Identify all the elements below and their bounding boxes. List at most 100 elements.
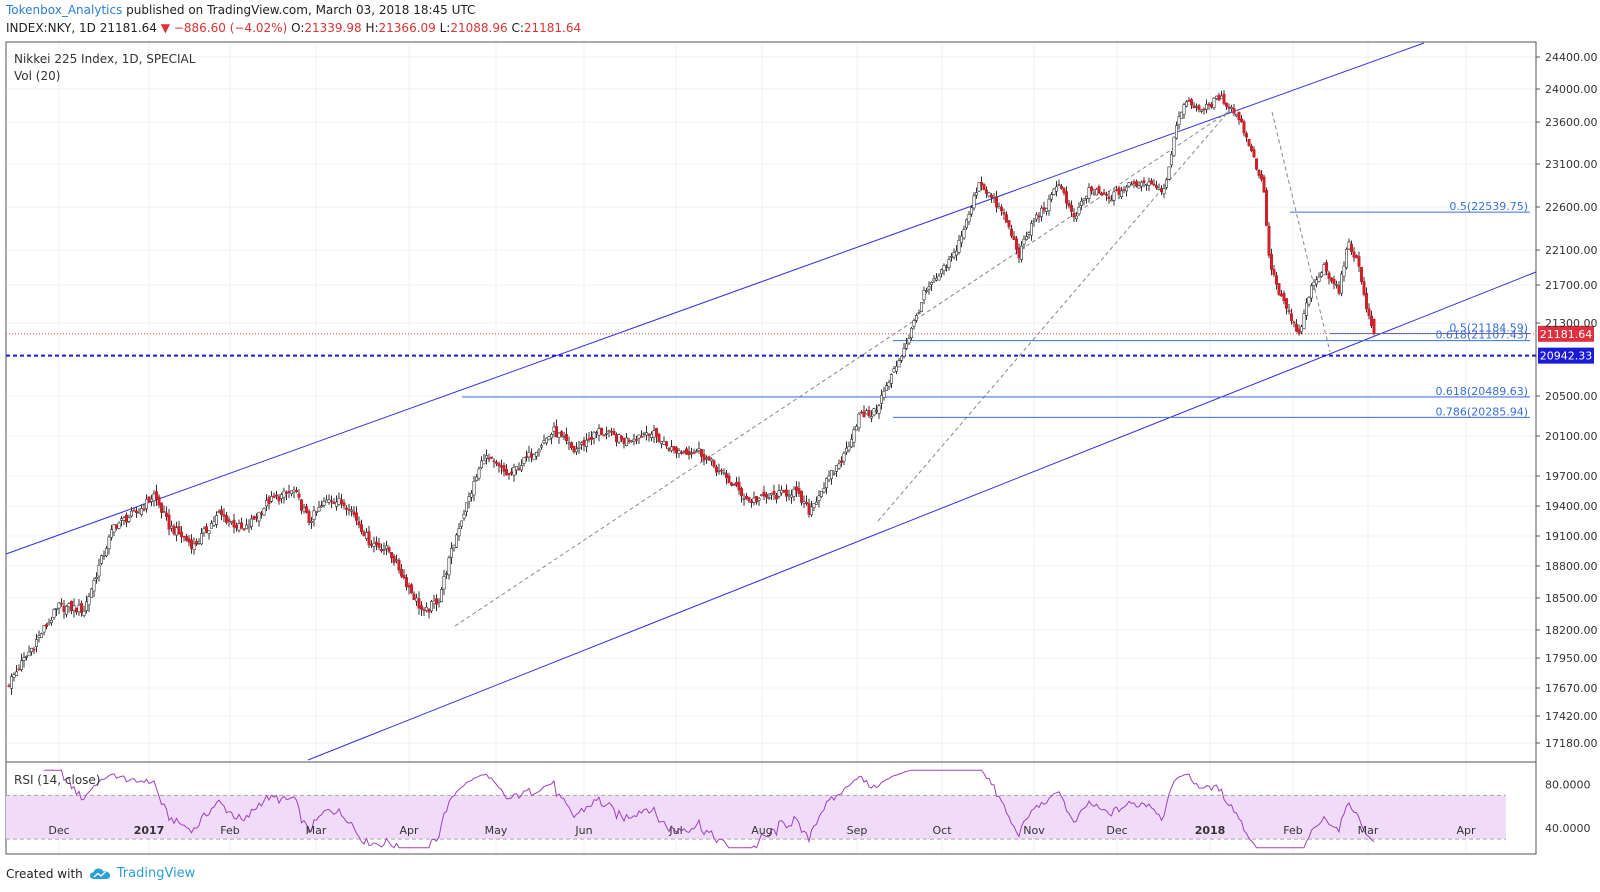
- candle-body: [834, 465, 838, 472]
- candle-body: [147, 496, 151, 503]
- candle-body: [7, 685, 11, 687]
- candle-body: [769, 493, 773, 496]
- candle-body: [1102, 192, 1106, 195]
- candle-body: [487, 457, 491, 460]
- candle-body: [939, 269, 943, 275]
- candle-body: [269, 496, 273, 502]
- price-tick-label: 17950.00: [1545, 652, 1598, 665]
- low-value: 21088.96: [450, 21, 508, 35]
- candle-body: [1352, 251, 1356, 258]
- price-tick-label: 24000.00: [1545, 83, 1598, 96]
- candle-body: [22, 657, 26, 661]
- candle-body: [1275, 275, 1279, 285]
- tradingview-link[interactable]: TradingView: [116, 866, 196, 881]
- candle-body: [1312, 281, 1316, 286]
- candle-body: [1187, 99, 1191, 102]
- candle-body: [789, 494, 793, 498]
- candle-body: [799, 490, 803, 503]
- candle-body: [1087, 187, 1091, 199]
- candle-body: [1350, 243, 1354, 253]
- candle-body: [1237, 111, 1241, 120]
- candle-body: [529, 453, 533, 458]
- author-link[interactable]: Tokenbox_Analytics: [6, 3, 123, 17]
- candle-body: [889, 374, 893, 384]
- candle-body: [272, 495, 276, 498]
- candle-body: [907, 338, 911, 344]
- candle-body: [849, 439, 853, 448]
- candle-body: [1060, 185, 1064, 189]
- candle-body: [367, 531, 371, 546]
- candle-body: [1255, 158, 1259, 170]
- candle-body: [692, 452, 696, 454]
- candle-body: [67, 603, 71, 608]
- candle-body: [1305, 302, 1309, 316]
- candle-body: [822, 488, 826, 493]
- candle-body: [90, 588, 94, 598]
- candle-body: [1232, 107, 1236, 114]
- candle-body: [847, 445, 851, 451]
- candle-body: [387, 547, 391, 552]
- candle-body: [1197, 105, 1201, 111]
- candle-body: [1272, 269, 1276, 275]
- tradingview-cloud-icon: [89, 868, 110, 879]
- candle-body: [1145, 183, 1149, 186]
- candle-body: [594, 432, 598, 434]
- support-badge-label: 20942.33: [1540, 350, 1593, 363]
- candle-body: [1182, 104, 1186, 115]
- candle-body: [962, 229, 966, 239]
- candle-body: [514, 466, 518, 471]
- candle-body: [140, 508, 144, 515]
- candle-body: [639, 436, 643, 438]
- candle-body: [240, 522, 244, 529]
- rsi-tick-label: 40.0000: [1545, 822, 1591, 835]
- candle-body: [342, 502, 346, 507]
- candle-body: [317, 507, 321, 512]
- candle-body: [1205, 104, 1209, 110]
- candle-body: [1200, 109, 1204, 112]
- candle-body: [1247, 139, 1251, 146]
- candle-body: [922, 290, 926, 301]
- candle-body: [1282, 292, 1286, 302]
- candle-body: [469, 492, 473, 498]
- candle-body: [734, 482, 738, 486]
- candle-body: [837, 463, 841, 469]
- candle-body: [424, 606, 428, 611]
- candle-body: [937, 275, 941, 281]
- candle-body: [379, 549, 383, 552]
- candle-body: [1250, 145, 1254, 152]
- candle-body: [207, 530, 211, 534]
- candle-body: [862, 411, 866, 418]
- candle-body: [42, 625, 46, 633]
- candle-body: [814, 501, 818, 505]
- candle-body: [1042, 207, 1046, 211]
- candle-body: [1337, 285, 1341, 294]
- candle-body: [1230, 107, 1234, 109]
- candle-body: [879, 394, 883, 404]
- candle-body: [502, 465, 506, 472]
- candle-body: [992, 197, 996, 199]
- candle-body: [1132, 181, 1136, 184]
- candle-body: [322, 501, 326, 506]
- candle-body: [37, 635, 41, 638]
- close-label: C:: [511, 21, 524, 35]
- candle-body: [257, 511, 261, 522]
- candle-body: [1270, 254, 1274, 270]
- candle-body: [417, 598, 421, 609]
- candle-body: [1025, 236, 1029, 240]
- candle-body: [180, 531, 184, 538]
- candle-body: [967, 214, 971, 223]
- candle-body: [102, 554, 106, 557]
- candle-body: [227, 519, 231, 522]
- time-tick-label: May: [485, 824, 508, 837]
- candle-body: [220, 509, 224, 515]
- candle-body: [309, 520, 313, 523]
- candle-body: [24, 655, 28, 658]
- price-change: −886.60 (−4.02%): [173, 21, 288, 35]
- candle-body: [192, 543, 196, 550]
- candle-body: [1220, 95, 1224, 100]
- candle-body: [1227, 106, 1231, 109]
- candle-body: [714, 466, 718, 473]
- time-tick-label: Apr: [1456, 824, 1476, 837]
- candle-body: [1177, 116, 1181, 126]
